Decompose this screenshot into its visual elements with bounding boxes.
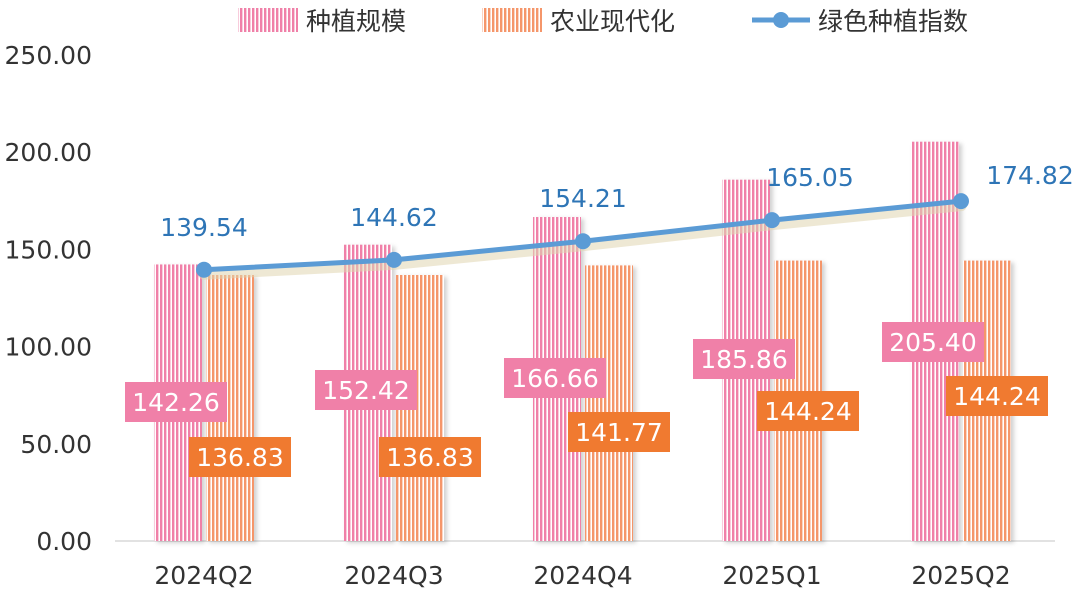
line-point xyxy=(764,212,780,229)
label-scale: 185.86 xyxy=(693,339,795,379)
data-labels: 142.26 136.83 152.42 136.83 166.66 141.77 185.… xyxy=(125,161,1074,477)
label-scale: 166.66 xyxy=(504,358,606,398)
label-modernization: 141.77 xyxy=(568,412,670,452)
label-scale: 152.42 xyxy=(315,370,417,410)
line-point xyxy=(575,233,591,250)
y-tick-label: 250.00 xyxy=(5,41,92,70)
label-green-index: 144.62 xyxy=(350,203,437,232)
legend-marker-green-index xyxy=(773,12,789,28)
y-tick-label: 150.00 xyxy=(5,235,92,264)
x-tick-label: 2025Q2 xyxy=(911,561,1010,590)
label-modernization: 136.83 xyxy=(379,437,481,477)
label-scale-text: 205.40 xyxy=(889,328,976,357)
label-green-index: 165.05 xyxy=(766,163,853,192)
legend-swatch-scale xyxy=(238,8,298,32)
x-tick-label: 2025Q1 xyxy=(722,561,821,590)
legend-label-green-index: 绿色种植指数 xyxy=(818,7,968,36)
y-tick-label: 0.00 xyxy=(36,527,92,556)
label-modernization-box xyxy=(568,412,670,452)
legend-label-scale: 种植规模 xyxy=(306,7,406,36)
label-modernization: 136.83 xyxy=(189,437,291,477)
label-scale-box xyxy=(504,358,606,398)
legend-swatch-modernization xyxy=(482,8,542,32)
label-scale-text: 185.86 xyxy=(700,345,787,374)
x-tick-label: 2024Q2 xyxy=(154,561,253,590)
legend: 种植规模 农业现代化 绿色种植指数 xyxy=(238,7,968,36)
y-tick-label: 100.00 xyxy=(5,333,92,362)
label-scale-box xyxy=(693,339,795,379)
label-scale: 142.26 xyxy=(125,382,227,422)
legend-item-scale: 种植规模 xyxy=(238,7,406,36)
label-green-index: 154.21 xyxy=(539,184,626,213)
label-modernization-text: 144.24 xyxy=(953,382,1040,411)
y-axis: 0.00 50.00 100.00 150.00 200.00 250.00 xyxy=(5,41,92,556)
label-modernization-text: 144.24 xyxy=(764,397,851,426)
bar-modernization xyxy=(585,265,633,541)
label-scale-text: 142.26 xyxy=(132,388,219,417)
legend-item-green-index: 绿色种植指数 xyxy=(752,7,968,36)
line-point xyxy=(196,261,212,278)
label-modernization: 144.24 xyxy=(946,376,1048,416)
label-modernization-box xyxy=(757,391,859,431)
label-modernization-text: 136.83 xyxy=(386,443,473,472)
label-modernization-box xyxy=(189,437,291,477)
x-axis: 2024Q2 2024Q3 2024Q4 2025Q1 2025Q2 xyxy=(154,561,1010,590)
label-scale-text: 152.42 xyxy=(322,376,409,405)
label-scale-text: 166.66 xyxy=(511,364,598,393)
label-modernization-box xyxy=(379,437,481,477)
x-tick-label: 2024Q3 xyxy=(344,561,443,590)
label-green-index: 174.82 xyxy=(986,161,1073,190)
line-point xyxy=(386,251,402,268)
legend-label-modernization: 农业现代化 xyxy=(550,7,675,36)
label-scale: 205.40 xyxy=(882,322,984,362)
label-modernization: 144.24 xyxy=(757,391,859,431)
label-scale-box xyxy=(125,382,227,422)
y-tick-label: 50.00 xyxy=(20,430,92,459)
label-scale-box xyxy=(315,370,417,410)
x-tick-label: 2024Q4 xyxy=(533,561,632,590)
legend-item-modernization: 农业现代化 xyxy=(482,7,675,36)
line-series xyxy=(196,193,969,280)
label-modernization-text: 141.77 xyxy=(575,418,662,447)
label-green-index: 139.54 xyxy=(160,213,247,242)
label-modernization-box xyxy=(946,376,1048,416)
y-tick-label: 200.00 xyxy=(5,138,92,167)
line-point xyxy=(953,193,969,210)
label-scale-box xyxy=(882,322,984,362)
label-modernization-text: 136.83 xyxy=(196,443,283,472)
